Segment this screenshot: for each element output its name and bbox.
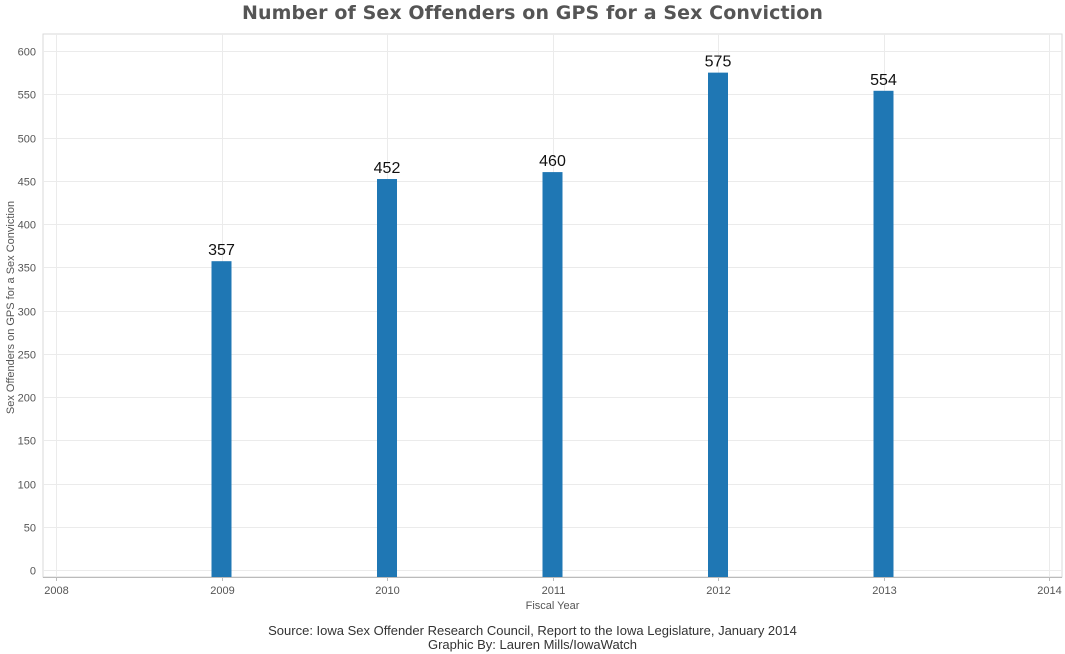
x-tick-label: 2011	[542, 585, 566, 597]
bar	[708, 72, 728, 577]
bars	[211, 72, 894, 577]
data-label: 575	[705, 54, 732, 71]
data-labels: 357 452 460 575 554	[208, 54, 897, 260]
y-tick-label: 450	[18, 177, 36, 189]
data-label: 460	[539, 153, 566, 170]
y-tick-label: 600	[18, 47, 36, 59]
x-tick-label: 2014	[1037, 585, 1061, 597]
bar	[873, 90, 894, 577]
axes: 0 50 100 150 200 250 300 350 400 450 500 550 600 2008…	[18, 47, 1062, 597]
y-tick-label: 300	[18, 307, 36, 319]
x-tick-label: 2012	[706, 585, 730, 597]
y-tick-label: 250	[18, 350, 36, 362]
y-axis-title: Sex Offenders on GPS for a Sex Convictio…	[5, 201, 17, 414]
x-tick-label: 2008	[44, 585, 68, 597]
y-tick-label: 0	[30, 566, 36, 578]
x-tick-label: 2010	[375, 585, 399, 597]
data-label: 452	[374, 160, 401, 177]
chart-title: Number of Sex Offenders on GPS for a Sex…	[241, 2, 824, 24]
y-tick-label: 100	[18, 480, 36, 492]
y-tick-label: 200	[18, 393, 36, 405]
y-tick-label: 50	[24, 523, 36, 535]
y-tick-label: 500	[18, 134, 36, 146]
data-label: 357	[208, 242, 235, 259]
source-note: Source: Iowa Sex Offender Research Counc…	[268, 623, 797, 638]
y-tick-label: 400	[18, 220, 36, 232]
y-tick-label: 550	[18, 90, 36, 102]
data-label: 554	[870, 72, 897, 89]
bar	[377, 179, 397, 577]
credit-note: Graphic By: Lauren Mills/IowaWatch	[427, 637, 638, 652]
x-tick-label: 2009	[210, 585, 234, 597]
footer: Source: Iowa Sex Offender Research Counc…	[0, 624, 1065, 652]
x-tick-label: 2013	[872, 585, 896, 597]
y-tick-label: 150	[18, 436, 36, 448]
x-axis-title: Fiscal Year	[526, 600, 580, 612]
y-tick-label: 350	[18, 263, 36, 275]
bar	[211, 261, 232, 577]
bar	[542, 172, 563, 577]
